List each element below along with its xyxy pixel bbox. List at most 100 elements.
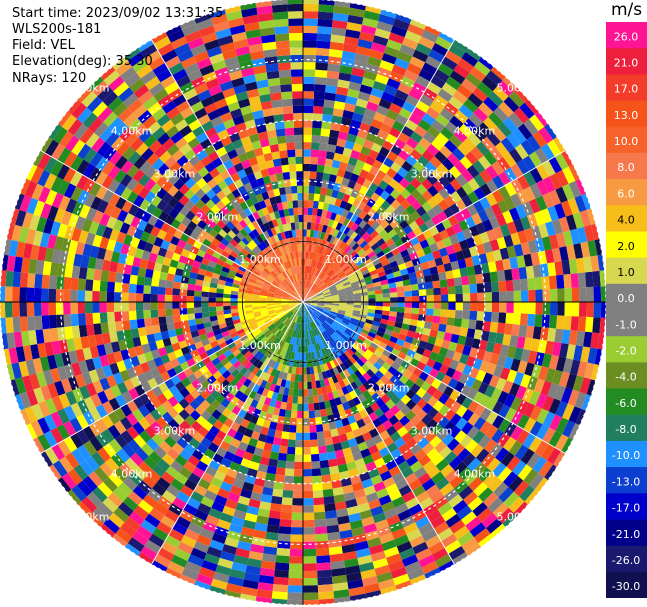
- gate: [11, 362, 22, 380]
- gate: [350, 364, 358, 373]
- gate: [260, 309, 268, 314]
- gate: [50, 160, 64, 177]
- gate: [364, 258, 373, 266]
- gate: [107, 492, 123, 508]
- gate: [270, 227, 277, 236]
- gate: [107, 165, 121, 180]
- gate: [224, 590, 241, 599]
- gate: [561, 329, 571, 345]
- gate: [358, 219, 368, 229]
- gate: [127, 98, 143, 113]
- gate: [321, 224, 328, 233]
- gate: [101, 428, 115, 444]
- gate: [150, 349, 161, 360]
- gate: [393, 224, 403, 234]
- gate: [204, 326, 214, 334]
- gate: [331, 323, 339, 330]
- gate: [523, 118, 539, 136]
- gate: [50, 367, 61, 383]
- gate: [280, 282, 287, 289]
- gate: [349, 250, 357, 259]
- gate: [449, 389, 461, 401]
- gate: [298, 207, 303, 215]
- gate: [130, 355, 141, 368]
- gate: [504, 407, 517, 422]
- gate: [381, 283, 390, 290]
- gate: [97, 141, 111, 157]
- gate: [599, 270, 606, 287]
- gate: [204, 448, 216, 460]
- gate: [283, 334, 289, 342]
- gate: [296, 315, 300, 324]
- gate: [258, 574, 275, 585]
- gate: [290, 54, 303, 63]
- gate: [355, 434, 366, 445]
- gate: [215, 163, 227, 174]
- gate: [303, 352, 306, 361]
- gate: [286, 286, 293, 293]
- gate: [181, 160, 194, 173]
- gate: [409, 131, 423, 144]
- gate: [186, 94, 201, 107]
- gate: [253, 147, 264, 157]
- gate: [245, 444, 256, 455]
- gate: [297, 308, 301, 316]
- gate: [361, 341, 371, 349]
- gate: [190, 330, 200, 338]
- gate: [290, 527, 303, 535]
- gate: [183, 88, 198, 101]
- gate: [541, 276, 550, 290]
- gate: [208, 260, 217, 269]
- gate: [146, 234, 157, 245]
- gate: [170, 478, 185, 492]
- gate: [54, 353, 65, 368]
- gate: [342, 484, 354, 495]
- gate: [459, 156, 473, 170]
- gate: [318, 150, 327, 159]
- gate: [246, 286, 254, 292]
- gate: [319, 216, 326, 225]
- gate: [390, 431, 402, 443]
- gate: [469, 283, 478, 294]
- gate: [184, 199, 195, 211]
- gate: [321, 264, 327, 272]
- gate: [362, 325, 371, 332]
- gate: [328, 546, 343, 556]
- gate: [244, 81, 258, 92]
- gate: [257, 463, 269, 473]
- gate: [205, 78, 220, 90]
- gate: [409, 149, 422, 161]
- gate: [259, 371, 267, 380]
- gate: [150, 226, 161, 237]
- gate: [279, 445, 288, 454]
- gate: [354, 325, 363, 332]
- gate: [303, 149, 311, 157]
- gate: [256, 589, 273, 599]
- gate: [289, 295, 297, 299]
- gate: [261, 286, 270, 291]
- gate: [356, 275, 365, 282]
- gate: [303, 432, 311, 441]
- gate: [487, 261, 497, 273]
- gate: [337, 347, 345, 355]
- gate: [289, 548, 303, 557]
- gate: [345, 308, 354, 313]
- gate: [488, 111, 503, 127]
- gate: [237, 305, 246, 309]
- gate: [380, 585, 397, 595]
- gate: [77, 189, 90, 205]
- gate: [398, 107, 413, 120]
- gate: [347, 325, 355, 332]
- gate: [237, 425, 247, 435]
- gate: [124, 72, 141, 88]
- gate: [78, 360, 89, 374]
- gate: [396, 338, 405, 347]
- gate: [305, 288, 309, 296]
- gate: [326, 242, 333, 251]
- gate: [82, 112, 98, 129]
- gate: [181, 377, 192, 388]
- gate: [338, 325, 346, 332]
- gate: [277, 533, 291, 542]
- gate: [218, 254, 228, 263]
- gate: [144, 50, 162, 65]
